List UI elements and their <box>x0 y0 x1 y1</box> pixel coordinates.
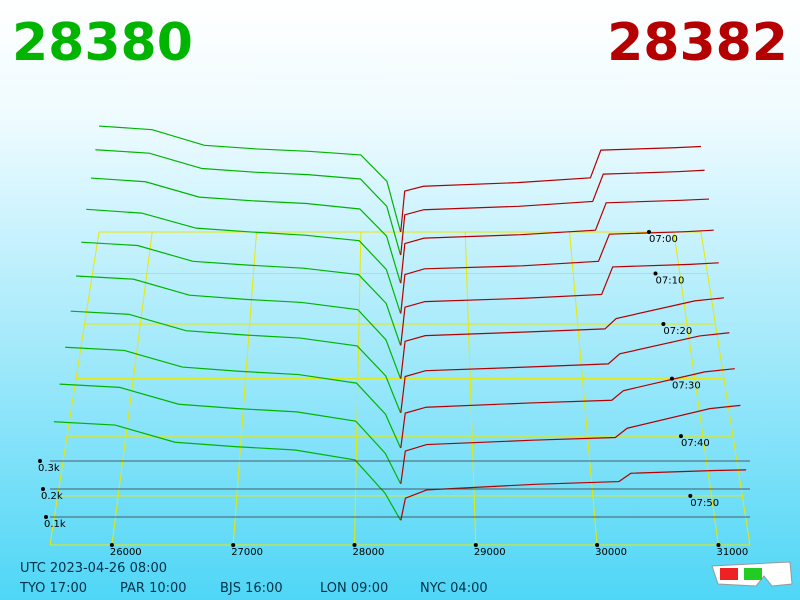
time-tick-label: 07:10 <box>655 275 684 286</box>
x-tick-label: 29000 <box>474 547 506 558</box>
bid-depth-line <box>65 346 402 449</box>
x-tick-label: 30000 <box>595 547 627 558</box>
timestamp: UTC 2023-04-26 08:00 <box>20 561 167 576</box>
tick-dot <box>231 543 236 547</box>
y-tick-label: 0.1k <box>44 519 66 530</box>
clock: PAR 10:00 <box>120 581 187 596</box>
ask-depth-line <box>400 469 747 521</box>
tick-dot <box>41 487 45 491</box>
ask-depth-line <box>400 169 705 256</box>
tick-dot <box>38 459 42 463</box>
bid-depth-line <box>86 208 402 314</box>
x-tick-label: 27000 <box>231 547 263 558</box>
red-lens <box>720 568 738 580</box>
floor-edge <box>49 231 100 546</box>
bid-depth-line <box>59 383 402 485</box>
bid-depth-line <box>70 310 402 414</box>
ask-depth-line <box>400 262 719 346</box>
tick-dot <box>688 493 693 498</box>
ask-depth-line <box>400 404 741 484</box>
bid-price: 28380 <box>12 13 193 73</box>
tick-dot <box>647 230 651 234</box>
bid-depth-line <box>90 177 402 284</box>
tick-dot <box>44 515 48 519</box>
green-lens <box>744 568 762 580</box>
tick-dot <box>716 543 721 547</box>
time-tick-label: 07:50 <box>690 498 719 509</box>
ask-depth-line <box>400 145 702 233</box>
grid-line <box>111 231 153 546</box>
ask-depth-line <box>400 198 710 284</box>
grid-line <box>232 231 258 546</box>
x-tick-label: 31000 <box>716 547 748 558</box>
x-tick-label: 28000 <box>353 547 385 558</box>
grid-line <box>354 231 362 546</box>
grid-line <box>464 231 477 546</box>
tick-dot <box>678 434 683 439</box>
clock: TYO 17:00 <box>19 581 87 596</box>
tick-dot <box>473 543 478 547</box>
tick-dot <box>595 543 600 547</box>
glasses-icon <box>711 561 793 587</box>
grid-line <box>569 231 598 546</box>
plot: 26000 27000 28000 29000 30000 31000 07:00 07:10… <box>38 125 751 558</box>
tick-dot <box>661 321 666 326</box>
clock: BJS 16:00 <box>220 581 283 596</box>
ask-depth-line <box>400 368 735 449</box>
bid-depth-line <box>95 149 402 256</box>
grid-line <box>673 231 719 546</box>
bid-depth-line <box>53 421 402 521</box>
time-tick-label: 07:40 <box>681 438 710 449</box>
y-tick-label: 0.3k <box>38 463 60 474</box>
ask-price: 28382 <box>607 13 788 73</box>
floor-edge <box>700 231 751 546</box>
bid-depth-line <box>98 125 402 233</box>
bid-depth-line <box>81 241 402 346</box>
tick-dot <box>352 543 357 547</box>
y-tick-label: 0.2k <box>41 491 63 502</box>
tick-dot <box>653 271 658 276</box>
time-tick-label: 07:20 <box>663 326 692 337</box>
x-tick-label: 26000 <box>110 547 142 558</box>
ask-depth-line <box>400 229 714 314</box>
time-tick-label: 07:00 <box>649 234 678 245</box>
clock: LON 09:00 <box>320 581 388 596</box>
bid-depth-line <box>76 275 402 379</box>
ask-depth-line <box>400 332 730 413</box>
tick-dot <box>669 376 674 381</box>
tick-dot <box>109 543 114 547</box>
clock: NYC 04:00 <box>420 581 488 596</box>
ask-depth-line <box>400 297 725 379</box>
time-tick-label: 07:30 <box>672 381 701 392</box>
